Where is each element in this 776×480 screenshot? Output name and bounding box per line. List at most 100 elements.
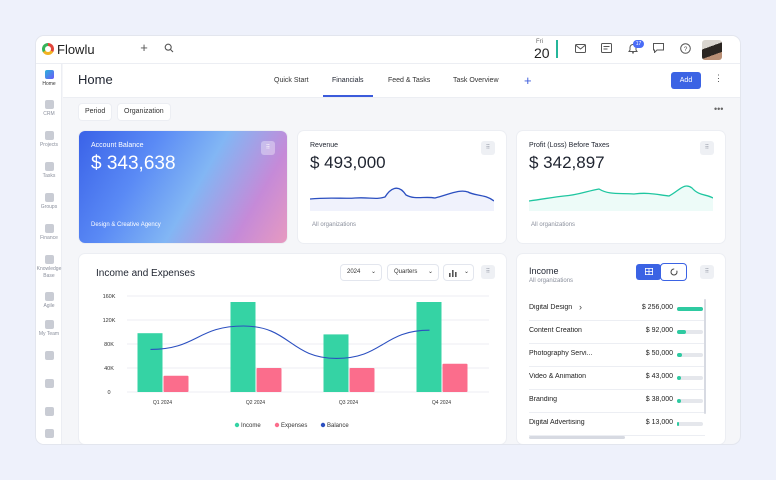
sidebar-item-label: Knowledge Base xyxy=(36,266,62,279)
tab-task-overview[interactable]: Task Overview xyxy=(453,77,499,84)
income-row[interactable]: Content Creation $ 92,000 xyxy=(529,321,705,344)
sidebar-item-label: Finance xyxy=(40,235,58,241)
pie-view-toggle[interactable] xyxy=(661,264,686,280)
horizontal-scrollbar[interactable] xyxy=(529,436,625,439)
x-tick-label: Q1 2024 xyxy=(153,400,172,406)
legend-label: Income xyxy=(241,423,261,429)
organization-filter-button[interactable]: Organization xyxy=(118,104,170,120)
tasks-icon xyxy=(44,162,54,171)
app-icon xyxy=(44,379,54,388)
agile-icon xyxy=(44,292,54,301)
sidebar-item-crm[interactable]: CRM xyxy=(36,100,62,117)
granularity-select[interactable]: Quarters ⌄ xyxy=(388,265,438,280)
income-row[interactable]: Branding $ 38,000 xyxy=(529,390,705,413)
notification-count-badge: 17 xyxy=(633,40,644,48)
sidebar-item-app-9[interactable] xyxy=(36,351,62,360)
top-bar: Flowlu + Fri 20 17 ? xyxy=(36,36,740,64)
sidebar-item-agile[interactable]: Agile xyxy=(36,292,62,309)
income-expenses-title: Income and Expenses xyxy=(96,268,195,279)
y-tick-label: 80K xyxy=(104,342,114,348)
sidebar-item-home[interactable]: Home xyxy=(36,70,62,87)
tab-feed-and-tasks[interactable]: Feed & Tasks xyxy=(388,77,431,84)
chart-type-select[interactable]: ⌄ xyxy=(444,265,473,280)
sidebar-item-tasks[interactable]: Tasks xyxy=(36,162,62,179)
vertical-dots-menu-icon[interactable]: ⋮ xyxy=(714,73,723,83)
tab-quick-start[interactable]: Quick Start xyxy=(274,77,309,84)
legend-swatch xyxy=(320,422,326,428)
revenue-value: $ 493,000 xyxy=(310,153,386,172)
help-icon[interactable]: ? xyxy=(678,43,692,58)
sidebar-item-label: Tasks xyxy=(42,173,56,179)
page-header: Home Quick Start Financials Feed & Tasks… xyxy=(63,64,740,98)
chevron-right-icon[interactable]: › xyxy=(579,302,582,312)
sidebar-item-my-team[interactable]: My Team xyxy=(36,320,62,337)
expenses-bar xyxy=(349,368,375,392)
chevron-down-icon: ⌄ xyxy=(427,269,433,275)
sidebar-item-finance[interactable]: Finance xyxy=(36,224,62,241)
vertical-scrollbar[interactable] xyxy=(704,299,706,414)
drag-handle-icon[interactable]: ⠿ xyxy=(481,141,495,155)
income-share-bar xyxy=(677,376,703,380)
profit-scope: All organizations xyxy=(531,222,576,228)
svg-text:?: ? xyxy=(683,46,687,53)
income-category-name: Photography Servi... xyxy=(529,350,593,357)
more-options-icon[interactable]: ••• xyxy=(714,104,724,114)
search-icon[interactable] xyxy=(162,43,176,57)
sidebar-item-projects[interactable]: Projects xyxy=(36,131,62,148)
income-category-value: $ 50,000 xyxy=(645,350,673,357)
income-bar xyxy=(416,302,442,392)
year-select-value: 2024 xyxy=(347,269,361,275)
revenue-scope: All organizations xyxy=(312,222,357,228)
app-icon xyxy=(44,429,54,438)
x-tick-label: Q4 2024 xyxy=(432,400,451,406)
period-filter-button[interactable]: Period xyxy=(79,104,112,120)
income-share-fill xyxy=(677,399,681,403)
mail-icon[interactable] xyxy=(573,43,587,57)
sidebar-item-label: Projects xyxy=(39,142,59,148)
income-row[interactable]: Video & Animation $ 43,000 xyxy=(529,367,705,390)
tab-financials[interactable]: Financials xyxy=(332,77,364,84)
legend-swatch xyxy=(234,422,240,428)
brand-name[interactable]: Flowlu xyxy=(57,42,95,57)
chevron-down-icon: ⌄ xyxy=(463,269,469,275)
sidebar-item-groups[interactable]: Groups xyxy=(36,193,62,210)
team-icon xyxy=(44,320,54,329)
app-window: Flowlu + Fri 20 17 ? Home CRM Projects Task… xyxy=(36,36,740,444)
sidebar-item-app-11[interactable] xyxy=(36,407,62,416)
legend-label: Expenses xyxy=(281,423,307,429)
income-row[interactable]: Photography Servi... $ 50,000 xyxy=(529,344,705,367)
sidebar-item-app-12[interactable] xyxy=(36,429,62,438)
drag-handle-icon[interactable]: ⠿ xyxy=(700,141,714,155)
flowlu-logo[interactable] xyxy=(42,43,54,55)
income-row[interactable]: Digital Design › $ 256,000 xyxy=(529,298,705,321)
notes-icon[interactable] xyxy=(599,43,613,57)
sidebar-item-label: Agile xyxy=(43,303,55,309)
revenue-label: Revenue xyxy=(310,142,339,149)
granularity-select-value: Quarters xyxy=(394,269,418,275)
plus-icon[interactable]: + xyxy=(140,40,148,55)
income-category-name: Digital Advertising xyxy=(529,419,585,426)
add-button[interactable]: Add xyxy=(671,72,701,89)
table-view-toggle[interactable] xyxy=(636,264,661,280)
date-weekday: Fri xyxy=(536,39,543,45)
expenses-bar xyxy=(256,368,282,392)
sidebar-item-label: My Team xyxy=(38,331,60,337)
donut-chart-icon xyxy=(670,268,677,276)
sidebar-item-app-10[interactable] xyxy=(36,379,62,388)
user-avatar[interactable] xyxy=(702,40,722,60)
y-tick-label: 160K xyxy=(103,294,116,300)
account-balance-card: Account Balance $ 343,638 Design & Creat… xyxy=(79,131,287,243)
drag-handle-icon[interactable]: ⠿ xyxy=(481,265,495,279)
income-subtitle: All organizations xyxy=(529,278,574,284)
chat-icon[interactable] xyxy=(651,43,665,57)
income-bar xyxy=(137,333,163,392)
drag-handle-icon[interactable]: ⠿ xyxy=(700,265,714,279)
app-icon xyxy=(44,407,54,416)
income-share-bar xyxy=(677,307,703,311)
year-select[interactable]: 2024 ⌄ xyxy=(341,265,381,280)
sidebar-item-knowledge-base[interactable]: Knowledge Base xyxy=(36,255,62,280)
income-category-name: Video & Animation xyxy=(529,373,587,380)
income-row[interactable]: Digital Advertising $ 13,000 xyxy=(529,413,705,436)
drag-handle-icon[interactable]: ⠿ xyxy=(261,141,275,155)
add-tab-plus-icon[interactable]: + xyxy=(524,73,532,88)
